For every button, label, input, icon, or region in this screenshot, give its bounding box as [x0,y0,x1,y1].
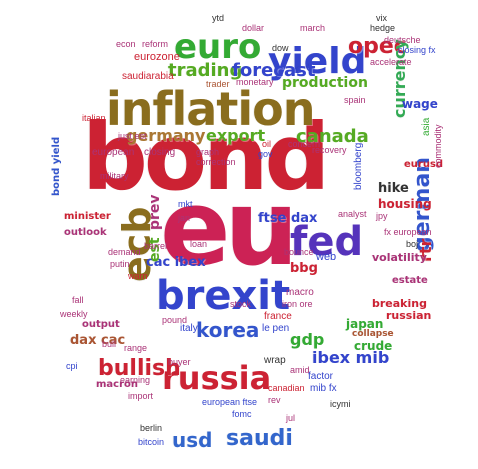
word-bond-yield: bond yield [52,137,62,196]
word-berlin: berlin [140,424,162,433]
word-brexit: brexit [156,276,290,316]
word-minister: minister [64,212,111,222]
word-military: military [100,172,129,181]
word-le-pen: le pen [262,324,289,334]
word-econ: econ [116,40,136,49]
word-russian: russian [386,310,431,321]
word-wrap: wrap [264,356,286,366]
word-european: european [92,148,134,158]
word-dax-cac: dax cac [70,334,125,347]
word-asia: asia [422,118,432,136]
word-production: production [282,76,368,90]
word-putin: putin [110,260,130,269]
word-monetary: monetary [236,78,274,87]
word-european-ftse: european ftse [202,398,257,407]
word-bull: bull [102,340,116,349]
word-usd: usd [172,430,212,450]
word-commodity: commodity [434,124,443,168]
word-bounce: bounce [284,248,314,257]
word-deutsche: deutsche [384,36,421,45]
word-cpi: cpi [66,362,78,371]
word-loan: loan [190,240,207,249]
word-wage: wage [402,98,438,110]
word-march: march [300,24,325,33]
word-fomc: fomc [232,410,252,419]
word-mib-fx: mib fx [310,384,337,394]
word-rev: rev [268,396,281,405]
word-saudiarabia: saudiarabia [122,72,174,82]
word-bitcoin: bitcoin [138,438,164,447]
word-import: import [128,392,153,401]
word-housing: housing [378,198,432,210]
word-dow: dow [272,44,289,53]
word-graph: graph [196,148,219,157]
word-bloomberg: bloomberg [354,143,364,190]
word-dollar: dollar [242,24,264,33]
word-mkt: mkt [178,200,193,209]
word-canadian: canadian [268,384,305,393]
word-jpy: jpy [376,212,388,221]
word-ytd: ytd [212,14,224,23]
word-collapse: collapse [352,330,394,339]
word-estate: estate [392,276,428,286]
word-analyst: analyst [338,210,367,219]
word-eurozone: eurozone [134,52,180,63]
word-factor: factor [308,372,333,382]
word-gov: gov [258,150,273,159]
word-bbg: bbg [290,262,318,275]
word-recovery: recovery [312,146,347,155]
word-boj: boj [406,240,418,249]
word-closing-fx: closing fx [398,46,436,55]
word-trader: trader [206,80,230,89]
word-oil: oil [262,140,271,149]
word-earning: earning [120,376,150,385]
word-demand: demand [108,248,141,257]
word-fx-european: fx european [384,228,432,237]
word-volatility: volatility [372,252,427,263]
word-ftse-dax: ftse dax [258,212,317,225]
word-prev: prev [148,194,162,230]
word-italy: italy [180,324,198,334]
word-weekly: weekly [60,310,88,319]
word-web: web [316,252,336,263]
word-pound: pound [162,316,187,325]
word-buyer: buyer [168,358,191,367]
word-vix: vix [376,14,387,23]
word-hike: hike [378,182,409,195]
word-range: range [124,344,147,353]
word-amid: amid [290,366,310,375]
word-breaking: breaking [372,298,427,309]
word-fall: fall [72,296,84,305]
word-gdp: gdp [290,332,324,348]
word-closing: closing [144,148,175,158]
word-saudi: saudi [226,428,293,450]
word-reform: reform [142,40,168,49]
word-iron-ore: iron ore [282,300,313,309]
word-stock: stock [230,300,251,309]
word-spain: spain [344,96,366,105]
word-barrel: barrel [144,242,167,251]
word-export: export [206,128,265,144]
word-just-est: just est [118,132,147,141]
word-macro: macro [286,288,314,298]
word-correction: correction [196,158,236,167]
word-accelerate: accelerate [370,58,412,67]
word-crude: crude [354,340,392,352]
word-italian: italian [82,114,106,123]
word-jan: jan [178,214,190,223]
word-warn: warn [128,272,148,281]
word-france: france [264,312,292,322]
word-korea: korea [196,320,259,340]
word-outlook: outlook [64,228,107,238]
word-hedge: hedge [370,24,395,33]
word-output: output [82,320,120,330]
word-euro: euro [174,30,261,64]
word-jul: jul [286,414,295,423]
word-icymi: icymi [330,400,351,409]
